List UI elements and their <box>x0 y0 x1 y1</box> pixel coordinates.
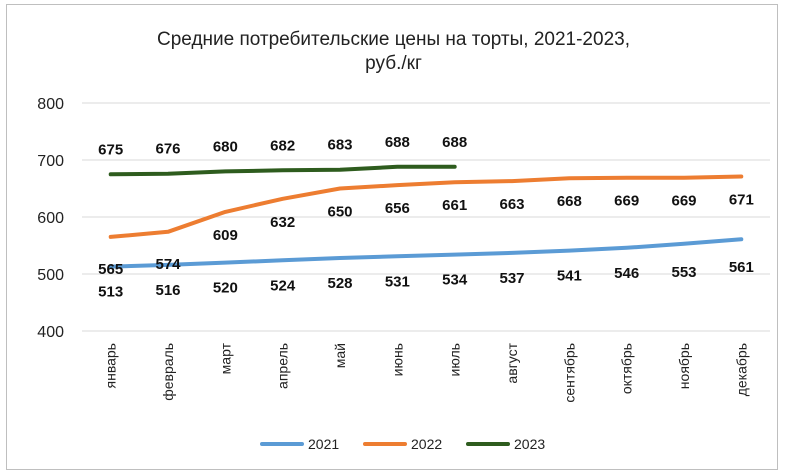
data-label-2023: 688 <box>442 134 467 151</box>
x-axis-ticks: январь февраль март апрель май июнь июль август… <box>103 342 750 402</box>
series-line-2021 <box>108 237 744 269</box>
chart-title-line-1: Средние потребительские цены на торты, 2… <box>157 29 630 50</box>
data-label-2022: 671 <box>729 192 754 209</box>
data-label-2023: 680 <box>213 138 238 155</box>
chart-title-line-2: руб./кг <box>365 53 422 74</box>
x-tick-label: май <box>332 343 348 368</box>
data-label-2021: 524 <box>270 277 296 294</box>
y-tick-label: 500 <box>37 267 64 284</box>
data-label-2021: 531 <box>385 273 410 290</box>
x-tick-label: ноябрь <box>676 343 692 389</box>
chart-frame <box>6 4 778 470</box>
x-tick-label: февраль <box>160 343 176 401</box>
y-tick-label: 600 <box>37 210 64 227</box>
data-label-2022: 650 <box>327 204 352 221</box>
data-label-2021: 546 <box>614 265 639 282</box>
data-label-2023: 683 <box>327 137 352 154</box>
x-tick-label: март <box>217 342 233 374</box>
x-tick-label: июнь <box>389 343 405 376</box>
x-tick-label: сентябрь <box>561 343 577 403</box>
data-label-2022: 632 <box>270 214 295 231</box>
series-line-2022 <box>108 174 744 239</box>
x-tick-label: декабрь <box>733 343 749 396</box>
data-label-2021: 561 <box>729 259 754 276</box>
data-label-2022: 661 <box>442 197 467 214</box>
data-label-2021: 534 <box>442 272 468 289</box>
y-tick-label: 400 <box>37 324 64 341</box>
y-axis-ticks: 400 500 600 700 800 <box>37 96 64 341</box>
data-label-2022: 565 <box>98 261 123 278</box>
data-label-2023: 682 <box>270 137 295 154</box>
data-label-2022: 669 <box>671 193 696 210</box>
data-label-2022: 574 <box>155 256 181 273</box>
x-tick-label: август <box>504 342 520 383</box>
x-tick-label: октябрь <box>619 343 635 394</box>
x-tick-label: январь <box>103 343 119 388</box>
gridlines <box>82 102 770 332</box>
chart-title: Средние потребительские цены на торты, 2… <box>0 28 787 76</box>
data-label-2021: 520 <box>213 280 238 297</box>
data-label-2022: 663 <box>499 196 524 213</box>
data-label-2021: 541 <box>557 268 582 285</box>
data-labels: 675 676 680 682 683 688 688 565 574 609 632 650 656 6… <box>98 134 754 301</box>
data-label-2022: 668 <box>557 193 582 210</box>
data-label-2021: 537 <box>499 270 524 287</box>
y-tick-label: 800 <box>37 96 64 113</box>
data-label-2022: 656 <box>385 200 410 217</box>
y-tick-label: 700 <box>37 153 64 170</box>
legend-label-2022: 2022 <box>411 436 442 452</box>
data-label-2021: 516 <box>155 282 180 299</box>
data-label-2021: 528 <box>327 275 352 292</box>
data-label-2021: 553 <box>671 264 696 281</box>
data-label-2023: 688 <box>385 134 410 151</box>
data-label-2023: 675 <box>98 141 123 158</box>
legend-label-2023: 2023 <box>514 436 545 452</box>
series-line-2023 <box>108 164 457 177</box>
data-label-2021: 513 <box>98 284 123 301</box>
data-label-2022: 609 <box>213 227 238 244</box>
legend: 2021 2022 2023 <box>260 436 545 452</box>
x-tick-label: апрель <box>275 343 291 389</box>
legend-label-2021: 2021 <box>308 436 339 452</box>
data-label-2022: 669 <box>614 193 639 210</box>
data-label-2023: 676 <box>155 141 180 158</box>
series-lines <box>108 164 744 269</box>
x-tick-label: июль <box>447 343 463 376</box>
